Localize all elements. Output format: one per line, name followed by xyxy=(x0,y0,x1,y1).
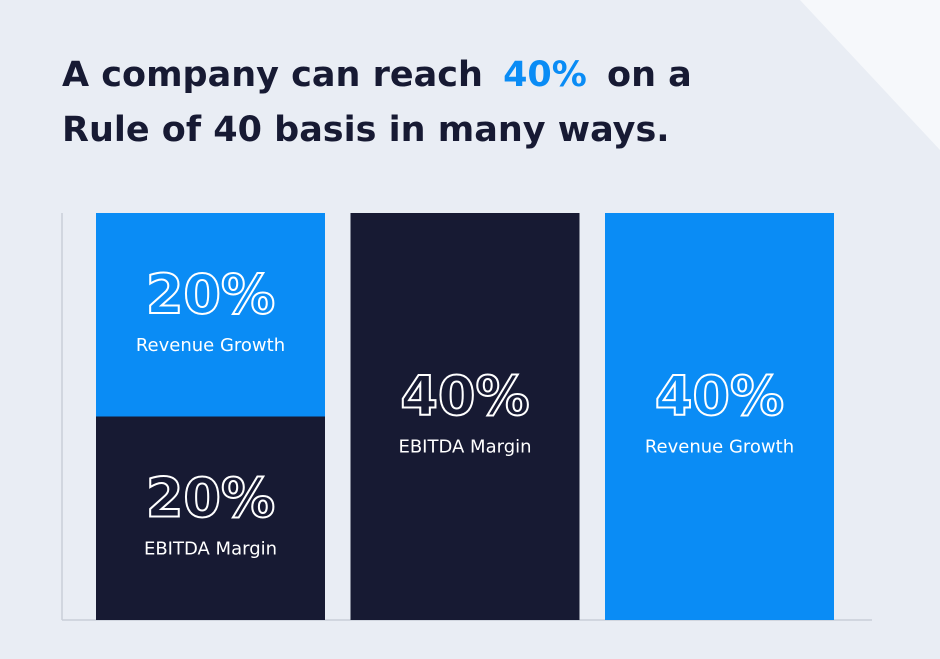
title-highlight: 40% xyxy=(503,55,587,95)
value-label: 20% xyxy=(146,466,275,529)
series-label: EBITDA Margin xyxy=(398,437,531,458)
value-label: 40% xyxy=(400,365,529,428)
title-part: Rule of 40 basis in many ways. xyxy=(62,110,670,150)
series-label: Revenue Growth xyxy=(645,437,794,458)
series-label: EBITDA Margin xyxy=(144,538,277,559)
bar-segment xyxy=(96,213,325,417)
value-label: 40% xyxy=(655,365,784,428)
bar-segment xyxy=(96,416,325,620)
bar-segment xyxy=(605,213,834,620)
series-label: Revenue Growth xyxy=(136,335,285,356)
corner-decoration xyxy=(800,0,940,150)
plot: 20% EBITDA Margin 20% Revenue Growth 40% EBIT… xyxy=(96,213,834,620)
bar-segment xyxy=(350,213,580,620)
title-part: on a xyxy=(607,55,692,95)
title-part: A company can reach xyxy=(62,55,483,95)
chart-title: A company can reach 40% on a Rule of 40 … xyxy=(62,55,704,150)
value-label: 20% xyxy=(146,263,275,326)
